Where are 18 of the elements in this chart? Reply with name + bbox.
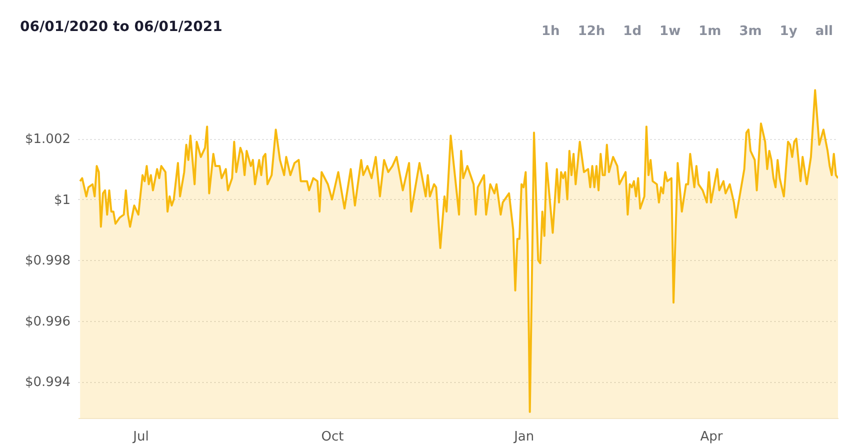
y-tick-label: $0.998 (25, 254, 70, 269)
text: 1m (698, 23, 722, 41)
chart-title: 06/01/2020 to 06/01/2021 (20, 19, 222, 35)
x-tick-label: Oct (321, 430, 344, 444)
text: all (814, 23, 834, 41)
text: 1w (658, 23, 682, 41)
text: 1h (540, 23, 561, 41)
text: 12h (576, 23, 606, 41)
y-tick-label: $0.996 (25, 314, 70, 330)
x-tick-label: Jul (132, 430, 149, 444)
y-tick-label: $0.994 (25, 375, 70, 390)
y-tick-label: $1 (54, 192, 70, 208)
text: 1d (622, 23, 643, 41)
x-tick-label: Jan (513, 430, 534, 444)
y-tick-label: $1.002 (25, 132, 70, 148)
text: 1y (778, 23, 798, 41)
x-tick-label: Apr (700, 430, 724, 444)
text: 3m (738, 23, 763, 41)
